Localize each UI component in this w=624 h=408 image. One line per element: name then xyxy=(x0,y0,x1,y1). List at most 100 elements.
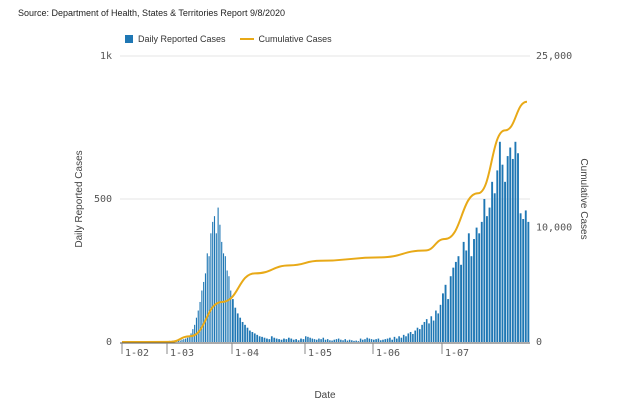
daily-bar xyxy=(344,339,346,342)
daily-bar xyxy=(217,207,219,342)
x-tick-label: 1-03 xyxy=(170,348,194,359)
legend-swatch-cumulative xyxy=(239,38,254,40)
daily-bar xyxy=(203,281,205,342)
daily-bar xyxy=(498,141,501,342)
daily-bar xyxy=(221,241,223,342)
daily-bar xyxy=(239,317,242,342)
daily-bar xyxy=(435,310,437,342)
daily-bar xyxy=(283,338,285,342)
daily-bar xyxy=(244,324,246,342)
y-left-tick-label: 1k xyxy=(100,51,112,62)
daily-bar xyxy=(379,340,382,342)
daily-bar xyxy=(519,213,522,342)
daily-bar xyxy=(315,339,318,342)
daily-bar xyxy=(302,339,305,342)
daily-bar xyxy=(423,321,426,342)
daily-bar xyxy=(364,339,366,342)
daily-bar xyxy=(204,273,207,342)
daily-bar xyxy=(416,327,419,342)
legend-item-cumulative[interactable]: Cumulative Cases xyxy=(239,34,332,44)
daily-bar xyxy=(359,338,362,342)
y-right-tick-label: 10,000 xyxy=(536,223,572,234)
daily-bar xyxy=(213,216,216,342)
daily-bar xyxy=(177,340,179,342)
daily-bar xyxy=(190,333,192,342)
daily-bar xyxy=(186,337,188,342)
daily-bar xyxy=(273,337,276,342)
daily-bar xyxy=(183,339,185,342)
daily-bar xyxy=(337,338,340,342)
daily-bar xyxy=(366,337,368,342)
daily-bar xyxy=(386,338,389,342)
legend-item-daily[interactable]: Daily Reported Cases xyxy=(125,34,226,44)
daily-bar xyxy=(290,338,293,342)
daily-bar xyxy=(335,339,338,342)
daily-bar xyxy=(219,224,221,342)
cumulative-cases-line xyxy=(121,100,528,343)
daily-bar xyxy=(488,207,491,342)
daily-bar xyxy=(439,304,442,342)
daily-bar xyxy=(478,233,481,342)
daily-bar xyxy=(309,337,311,342)
daily-bar xyxy=(357,341,360,342)
daily-bar xyxy=(195,317,197,342)
daily-bar xyxy=(447,299,450,342)
daily-bar xyxy=(292,339,295,342)
daily-bar xyxy=(346,340,349,342)
daily-bar xyxy=(414,330,416,342)
daily-bar xyxy=(425,319,428,342)
daily-bar xyxy=(333,339,336,342)
daily-bar xyxy=(342,340,344,342)
daily-bar xyxy=(470,256,473,342)
legend-swatch-daily xyxy=(125,35,133,43)
daily-bar xyxy=(340,339,342,342)
x-tick-label: 1-07 xyxy=(445,348,469,359)
y-left-tick-label: 500 xyxy=(94,194,112,205)
daily-bar xyxy=(199,301,201,342)
daily-bar xyxy=(307,336,309,342)
daily-bar xyxy=(208,256,210,342)
x-tick-label: 1-04 xyxy=(235,348,259,359)
daily-bar xyxy=(313,339,316,342)
daily-bar xyxy=(524,210,527,342)
daily-bar xyxy=(329,340,331,342)
daily-bar xyxy=(270,336,273,342)
daily-bar xyxy=(311,338,314,342)
daily-bar xyxy=(263,337,266,342)
daily-bar xyxy=(412,333,414,342)
daily-bar xyxy=(232,299,234,342)
daily-bar xyxy=(405,336,407,342)
daily-bar xyxy=(391,339,393,342)
daily-bar xyxy=(210,233,212,342)
x-axis-title: Date xyxy=(314,390,336,401)
daily-bar xyxy=(522,219,525,342)
daily-bar xyxy=(486,216,488,342)
daily-bar xyxy=(234,307,237,342)
daily-bar xyxy=(275,338,278,342)
x-tick-label: 1-05 xyxy=(308,348,332,359)
daily-bar xyxy=(428,323,430,342)
daily-bar xyxy=(454,261,457,342)
y-axis-left-ticks: 0 500 1k xyxy=(94,51,112,348)
daily-bar xyxy=(527,221,530,342)
daily-bar xyxy=(253,333,256,342)
daily-bar xyxy=(305,336,307,342)
x-axis-ticks: 1-02 1-03 1-04 1-05 1-06 1-07 xyxy=(121,343,469,359)
daily-bar xyxy=(322,337,325,342)
daily-bar xyxy=(201,290,203,342)
daily-bar xyxy=(181,339,183,342)
daily-bar xyxy=(368,338,371,342)
daily-bar xyxy=(179,340,181,342)
daily-bar xyxy=(194,324,196,342)
daily-bar xyxy=(460,264,463,342)
daily-bar xyxy=(300,338,302,342)
daily-bar xyxy=(442,293,444,342)
daily-bar xyxy=(355,340,357,342)
daily-bar xyxy=(362,339,364,342)
daily-bar xyxy=(285,339,288,342)
daily-bar xyxy=(449,276,452,342)
daily-bar xyxy=(396,338,398,342)
daily-bar xyxy=(467,233,470,342)
daily-bar xyxy=(430,316,433,342)
